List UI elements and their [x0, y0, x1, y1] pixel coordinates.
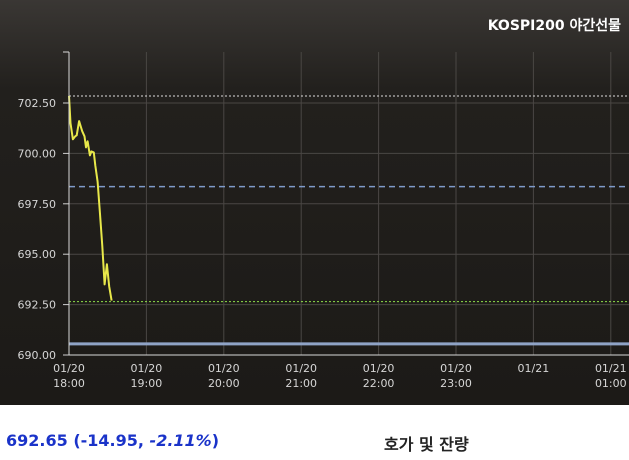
x-tick-label-date: 01/20: [208, 362, 240, 375]
x-tick-label-date: 01/21: [595, 362, 627, 375]
axis-layer: 01/20 18:00 01/20 19:00 01/20 20:00 01/20 21:00…: [18, 51, 629, 390]
y-tick-label: 690.00: [18, 349, 57, 362]
y-tick-label: 695.00: [18, 248, 57, 261]
chart-title: KOSPI200 야간선물: [488, 17, 621, 34]
x-tick-label-time: 01:00: [595, 377, 627, 390]
chart-background: [0, 0, 629, 405]
y-tick-label: 697.50: [18, 198, 57, 211]
current-price: 692.65: [6, 431, 68, 450]
x-tick-label-time: 22:00: [363, 377, 395, 390]
x-tick-label-time: 19:00: [131, 377, 163, 390]
price-series-line: [68, 95, 113, 301]
series-layer: [68, 95, 113, 301]
orderbook-title[interactable]: 호가 및 잔량: [384, 435, 469, 454]
y-tick-label: 702.50: [18, 97, 57, 110]
x-tick-label-date: 01/20: [285, 362, 317, 375]
price-chart: 01/20 18:00 01/20 19:00 01/20 20:00 01/20 21:00…: [0, 0, 629, 405]
x-tick-label-date: 01/20: [131, 362, 163, 375]
x-tick-label-time: 23:00: [440, 377, 472, 390]
price-change-group: (-14.95, -2.11%): [73, 431, 220, 450]
x-tick-label-time: 20:00: [208, 377, 240, 390]
x-tick-label-date: 01/21: [518, 362, 550, 375]
price-change-percent: -2.11%: [149, 431, 212, 450]
x-tick-label-date: 01/20: [363, 362, 395, 375]
x-tick-label-date: 01/20: [53, 362, 85, 375]
x-tick-label-date: 01/20: [440, 362, 472, 375]
x-tick-label-time: 21:00: [285, 377, 317, 390]
quote-line: 692.65 (-14.95, -2.11%): [6, 431, 219, 450]
footer: 692.65 (-14.95, -2.11%) 호가 및 잔량: [0, 405, 629, 460]
chart-panel: 01/20 18:00 01/20 19:00 01/20 20:00 01/20 21:00…: [0, 0, 629, 405]
y-tick-label: 700.00: [18, 147, 57, 160]
x-tick-label-time: 18:00: [53, 377, 85, 390]
price-change: -14.95: [80, 431, 138, 450]
y-tick-label: 692.50: [18, 299, 57, 312]
reference-lines: [69, 95, 629, 346]
